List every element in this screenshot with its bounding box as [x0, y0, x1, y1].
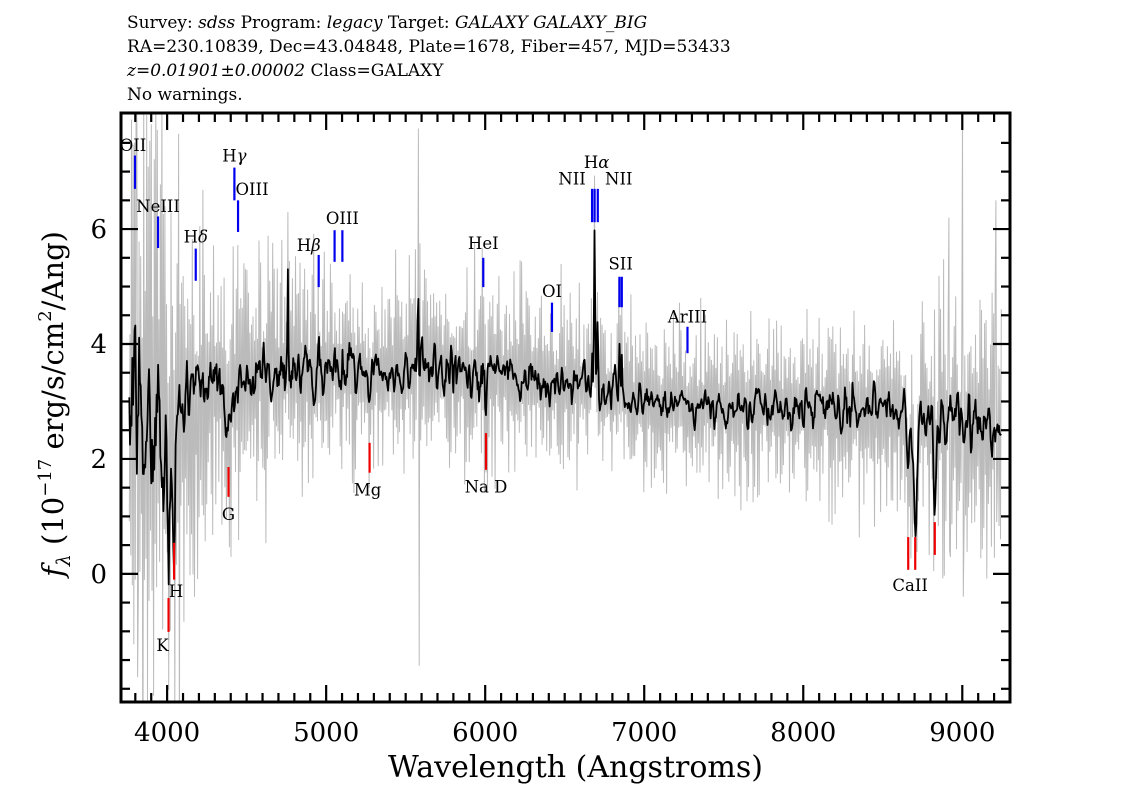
emission-marker-OIII: OIII	[326, 209, 359, 262]
absorption-marker-Mg: Mg	[354, 442, 382, 500]
absorption-marker-label: G	[222, 505, 235, 524]
emission-marker-Hβ: Hβ	[297, 236, 321, 288]
emission-marker-Hα: Hα	[584, 153, 610, 223]
emission-marker-OII: OII	[120, 136, 147, 189]
observed-spectrum-curve	[128, 229, 1002, 586]
absorption-marker-label: CaII	[892, 576, 928, 595]
emission-marker-label: Hδ	[184, 227, 208, 246]
emission-marker-label: Hβ	[297, 236, 321, 255]
emission-marker-label: OIII	[326, 209, 359, 228]
x-tick-8000: 8000	[770, 718, 836, 748]
x-tick-7000: 7000	[611, 718, 677, 748]
absorption-marker-K: K	[156, 597, 170, 655]
y-tick-0: 0	[90, 560, 107, 590]
emission-marker-label: Hγ	[222, 146, 246, 165]
absorption-marker-label: Na D	[465, 477, 508, 496]
emission-marker-Hγ: Hγ	[222, 146, 247, 201]
y-tick-2: 2	[90, 445, 107, 475]
absorption-marker-CaII: CaII	[892, 522, 936, 595]
header-survey-line: Survey: sdss Program: legacy Target: GAL…	[127, 13, 648, 33]
emission-marker-ArIII: ArIII	[667, 308, 707, 354]
emission-marker-label: NeIII	[136, 197, 180, 216]
emission-marker-label: Hα	[584, 153, 610, 172]
absorption-marker-label: Mg	[354, 481, 382, 500]
emission-marker-SII: SII	[608, 254, 633, 308]
x-axis-label: Wavelength (Angstroms)	[388, 750, 763, 785]
emission-marker-label: NII	[558, 169, 586, 188]
x-tick-5000: 5000	[293, 718, 359, 748]
emission-marker-label: SII	[608, 254, 632, 273]
emission-marker-Hδ: Hδ	[184, 227, 208, 281]
header-coords-line: RA=230.10839, Dec=43.04848, Plate=1678, …	[127, 37, 731, 57]
header-redshift-line: z=0.01901±0.00002 Class=GALAXY	[127, 61, 444, 81]
emission-marker-NII: NII	[596, 169, 633, 223]
y-axis-label: fλ (10−17 erg/s/cm2/Ang)	[35, 231, 75, 579]
absorption-marker-label: K	[156, 636, 169, 655]
x-tick-4000: 4000	[134, 718, 200, 748]
x-tick-9000: 9000	[929, 718, 995, 748]
header-warnings-line: No warnings.	[127, 85, 243, 105]
emission-marker-OIII: OIII	[235, 180, 269, 232]
x-tick-6000: 6000	[452, 718, 518, 748]
emission-marker-label: OI	[542, 282, 562, 301]
emission-marker-HeI: HeI	[468, 234, 499, 288]
plot-frame	[119, 111, 1012, 704]
emission-marker-label: OII	[120, 136, 147, 155]
emission-marker-NII: NII	[558, 169, 594, 223]
y-tick-6: 6	[90, 215, 107, 245]
absorption-marker-label: H	[169, 582, 183, 601]
emission-marker-label: NII	[605, 169, 633, 188]
y-tick-4: 4	[90, 330, 107, 360]
absorption-line-markers: K H G Mg Na D CaII	[156, 433, 936, 655]
emission-marker-OI: OI	[542, 282, 562, 332]
header-info: Survey: sdss Program: legacy Target: GAL…	[127, 11, 731, 107]
emission-marker-label: OIII	[235, 180, 268, 199]
absorption-marker-H: H	[169, 542, 183, 601]
tick-labels: 4000 5000 6000 7000 8000 9000 0 2 4 6	[90, 215, 995, 748]
absorption-marker-G: G	[222, 466, 235, 524]
emission-marker-NeIII: NeIII	[136, 197, 180, 249]
emission-marker-label: HeI	[468, 234, 499, 253]
spectrum-curves	[128, 114, 1002, 701]
absorption-marker-Na D: Na D	[465, 433, 508, 496]
emission-marker-label: ArIII	[667, 308, 707, 327]
